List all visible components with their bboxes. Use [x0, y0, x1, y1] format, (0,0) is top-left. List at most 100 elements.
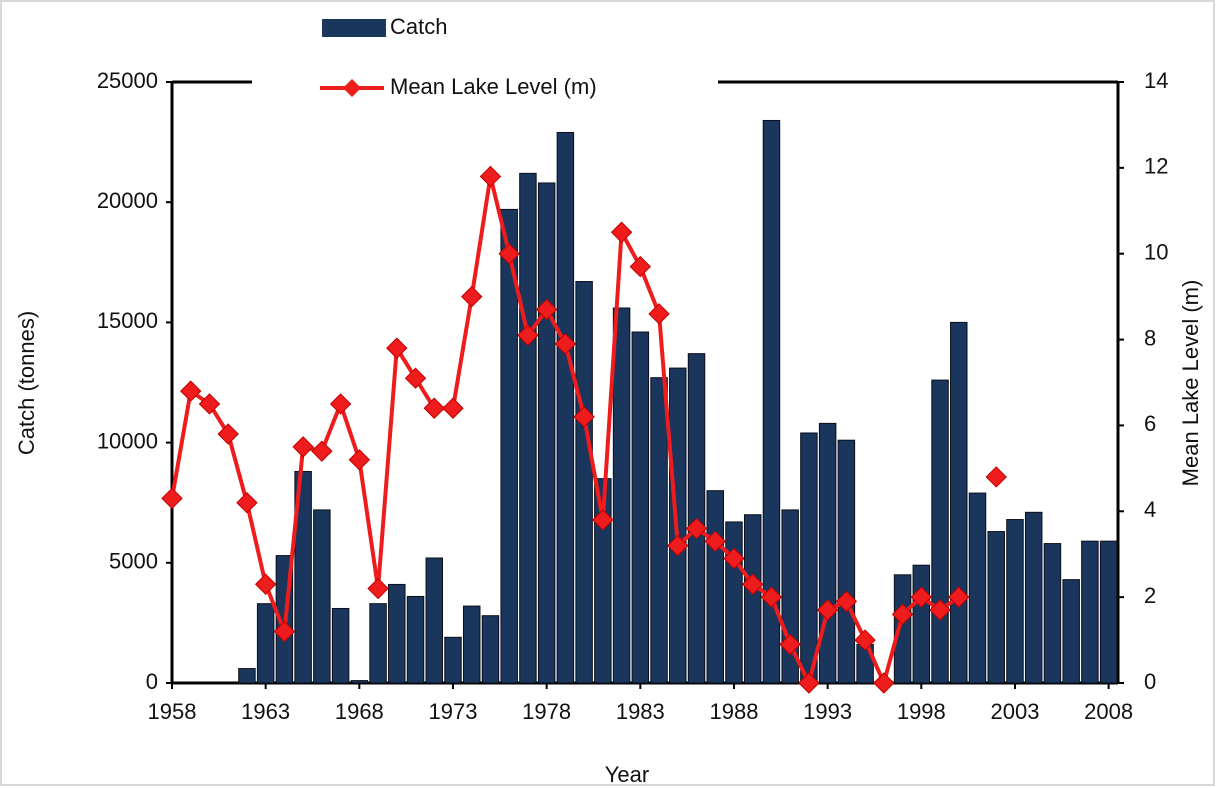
marker	[498, 243, 520, 265]
marker	[891, 603, 914, 626]
marker	[236, 491, 258, 514]
marker	[198, 393, 221, 415]
bar	[762, 119, 781, 684]
bar	[800, 432, 818, 684]
bar	[256, 603, 275, 684]
marker	[667, 534, 689, 557]
y2-tick-label: 2	[1144, 583, 1156, 608]
marker	[629, 255, 652, 278]
y-tick-label: 20000	[97, 188, 158, 213]
marker	[461, 285, 483, 308]
bar	[519, 172, 537, 684]
y-tick-label: 5000	[109, 549, 158, 574]
bar	[931, 379, 949, 684]
marker	[573, 406, 595, 428]
marker	[592, 509, 614, 531]
bar	[968, 492, 987, 684]
marker	[423, 397, 445, 419]
marker	[161, 487, 183, 510]
x-tick-label: 1958	[148, 699, 197, 724]
legend-swatch	[322, 19, 386, 37]
legend: Catch Mean Lake Level (m)	[252, 8, 718, 108]
x-tick-label: 2008	[1084, 699, 1133, 724]
y-tick-label: 25000	[97, 68, 158, 93]
y2-tick-label: 8	[1144, 325, 1156, 350]
bar	[425, 557, 443, 684]
x-tick-label: 1983	[616, 699, 665, 724]
marker	[367, 577, 389, 600]
marker	[404, 367, 427, 389]
marker	[779, 633, 801, 656]
bar	[837, 439, 856, 684]
marker	[329, 393, 352, 415]
marker	[985, 466, 1007, 488]
marker	[854, 629, 876, 651]
x-tick-label: 1993	[803, 699, 852, 724]
bar	[313, 509, 331, 684]
bar	[987, 531, 1005, 684]
bar	[1043, 543, 1062, 684]
marker	[816, 599, 839, 621]
x-tick-label: 2003	[990, 699, 1039, 724]
y2-tick-label: 4	[1144, 497, 1156, 522]
y-tick-label: 10000	[97, 428, 158, 453]
y-tick-label: 0	[146, 669, 158, 694]
bar	[481, 615, 500, 684]
marker	[386, 337, 408, 359]
y2-tick-label: 0	[1144, 669, 1156, 694]
bar	[444, 636, 462, 684]
bar	[912, 564, 931, 684]
marker	[648, 303, 670, 325]
y2-tick-label: 12	[1144, 154, 1168, 179]
marker	[292, 436, 314, 458]
y-axis-title: Catch (tonnes)	[14, 311, 39, 455]
marker	[442, 397, 464, 419]
x-tick-label: 1968	[335, 699, 384, 724]
bar	[331, 607, 350, 684]
marker	[273, 620, 296, 643]
bar	[1006, 519, 1024, 684]
marker	[760, 586, 783, 608]
x-tick-label: 1978	[522, 699, 571, 724]
x-tick-label: 1988	[710, 699, 759, 724]
bar	[1024, 511, 1043, 684]
x-axis-title: Year	[605, 762, 649, 787]
x-tick-label: 1973	[429, 699, 478, 724]
bar	[725, 521, 743, 684]
bar	[1062, 579, 1080, 684]
marker	[910, 586, 933, 608]
marker	[723, 547, 745, 570]
bar	[950, 321, 968, 684]
y2-axis-title: Mean Lake Level (m)	[1178, 280, 1203, 487]
legend-swatch	[343, 79, 361, 97]
y2-tick-label: 10	[1144, 240, 1168, 265]
marker	[517, 324, 539, 346]
marker	[685, 517, 708, 540]
marker	[948, 586, 970, 608]
bar	[369, 603, 387, 684]
marker	[835, 590, 858, 613]
marker	[217, 423, 239, 445]
bar	[893, 574, 912, 684]
bar	[500, 208, 518, 684]
bar	[575, 281, 593, 684]
marker	[535, 298, 558, 321]
bar	[612, 307, 631, 684]
bar	[238, 668, 256, 684]
axes: 0 5000 10000 15000 20000 25000 0 2 4 6 8 10 12 14 1958…	[97, 68, 1169, 724]
marker	[798, 672, 820, 694]
bar	[462, 605, 481, 684]
bar	[818, 422, 837, 684]
y2-tick-label: 14	[1144, 68, 1168, 93]
bar	[743, 514, 762, 684]
marker	[311, 440, 333, 462]
legend-label: Mean Lake Level (m)	[390, 74, 597, 99]
marker	[180, 380, 202, 402]
y2-tick-label: 6	[1144, 411, 1156, 436]
marker	[610, 221, 633, 243]
legend-label: Catch	[390, 14, 447, 39]
marker	[254, 573, 277, 595]
lines	[161, 165, 1007, 694]
y-tick-label: 15000	[97, 308, 158, 333]
